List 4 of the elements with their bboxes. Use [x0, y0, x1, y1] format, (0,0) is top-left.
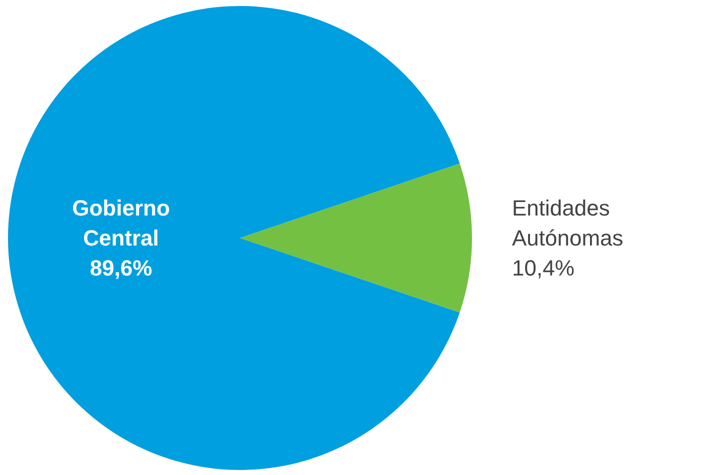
data-label: 10,4%	[512, 256, 574, 280]
slice-label: Gobierno Central	[72, 196, 170, 250]
data-label: 89,6%	[90, 256, 152, 280]
slice-label: Entidades Autónomas	[512, 196, 624, 250]
